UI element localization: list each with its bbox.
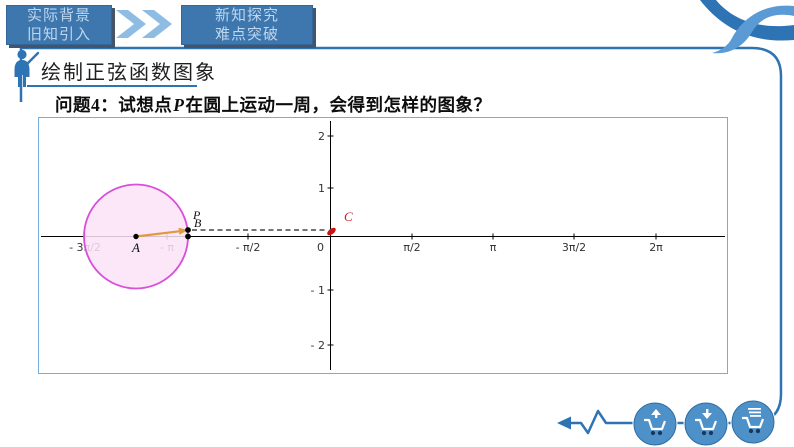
ribbon-swoosh-icon <box>700 0 794 54</box>
cart-upload-icon[interactable] <box>632 401 678 447</box>
point-P-label: P <box>192 208 201 222</box>
nav-step-2-line1: 新知探究 <box>214 7 279 24</box>
point-C-label: C <box>344 209 353 224</box>
cart-download-icon[interactable] <box>683 401 729 447</box>
radius-arrow <box>135 230 181 238</box>
cart-list-icon[interactable] <box>730 399 776 445</box>
title-underline <box>27 85 197 87</box>
point-C: C <box>327 209 353 236</box>
problem-prefix: 问题4：试想点 <box>55 95 173 115</box>
problem-suffix: 在圆上运动一周，会得到怎样的图象？ <box>185 95 492 115</box>
nav-step-1-line2: 旧知引入 <box>26 26 91 43</box>
nav-step-2-line2: 难点突破 <box>214 26 279 43</box>
y-tick-label: - 2 <box>311 339 325 352</box>
page-title: 绘制正弦函数图象 <box>41 62 217 84</box>
x-tick-label: π <box>490 241 497 254</box>
nav-step-1-line1: 实际背景 <box>26 7 91 24</box>
teacher-icon <box>14 49 40 87</box>
x-tick-label: 3π/2 <box>562 241 586 254</box>
y-tick-label: 1 <box>318 182 325 195</box>
problem-point-symbol: P <box>173 95 185 115</box>
point-A: A <box>131 233 140 255</box>
point-B-label: B <box>194 216 202 230</box>
point-B: B <box>185 216 202 240</box>
point-P[interactable]: P <box>185 208 201 233</box>
point-A-label: A <box>131 240 140 255</box>
x-tick-label: - π/2 <box>236 241 261 254</box>
chevron-right-icon <box>116 10 172 38</box>
y-tick-label: 2 <box>318 130 325 143</box>
nav-step-1[interactable]: 实际背景 旧知引入 <box>6 5 112 45</box>
graph-panel[interactable]: - 3π/2 - π - π/2 0 π/2 π 3π/2 2π 2 1 - 1… <box>38 117 728 374</box>
coordinate-figure: - 3π/2 - π - π/2 0 π/2 π 3π/2 2π 2 1 - 1… <box>41 121 725 370</box>
line-arrowhead-icon <box>557 416 571 430</box>
problem-statement: 问题4：试想点P在圆上运动一周，会得到怎样的图象？ <box>55 92 491 117</box>
x-tick-label: π/2 <box>403 241 420 254</box>
y-tick-label: - 1 <box>311 284 325 297</box>
x-tick-label: 0 <box>317 241 324 254</box>
nav-step-2[interactable]: 新知探究 难点突破 <box>181 5 313 45</box>
x-tick-label: 2π <box>649 241 663 254</box>
